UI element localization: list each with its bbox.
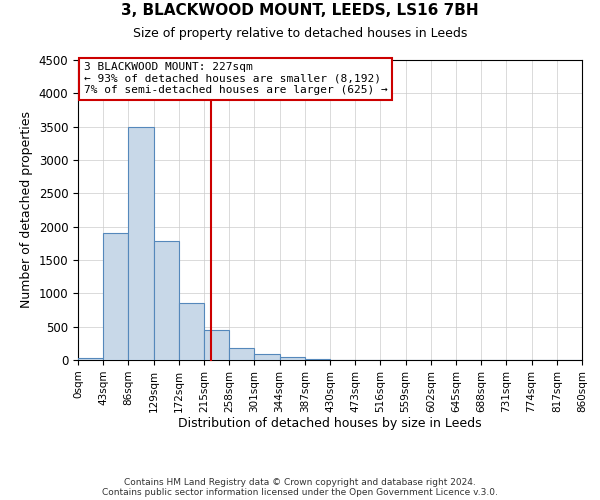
Bar (103, 234, 128, 360)
Bar (254, 354, 280, 360)
Bar (78, 358, 103, 360)
Bar (154, 242, 179, 360)
Bar (305, 358, 330, 360)
Y-axis label: Number of detached properties: Number of detached properties (20, 112, 33, 308)
Bar (204, 330, 229, 360)
Text: 3 BLACKWOOD MOUNT: 227sqm
← 93% of detached houses are smaller (8,192)
7% of sem: 3 BLACKWOOD MOUNT: 227sqm ← 93% of detac… (84, 62, 388, 95)
Text: Size of property relative to detached houses in Leeds: Size of property relative to detached ho… (133, 28, 467, 40)
Bar (229, 348, 254, 360)
Text: 3, BLACKWOOD MOUNT, LEEDS, LS16 7BH: 3, BLACKWOOD MOUNT, LEEDS, LS16 7BH (121, 3, 479, 18)
X-axis label: Distribution of detached houses by size in Leeds: Distribution of detached houses by size … (178, 418, 482, 430)
Bar (179, 304, 204, 360)
Bar (128, 126, 154, 360)
Bar (280, 358, 305, 360)
Text: Contains HM Land Registry data © Crown copyright and database right 2024.
Contai: Contains HM Land Registry data © Crown c… (102, 478, 498, 497)
